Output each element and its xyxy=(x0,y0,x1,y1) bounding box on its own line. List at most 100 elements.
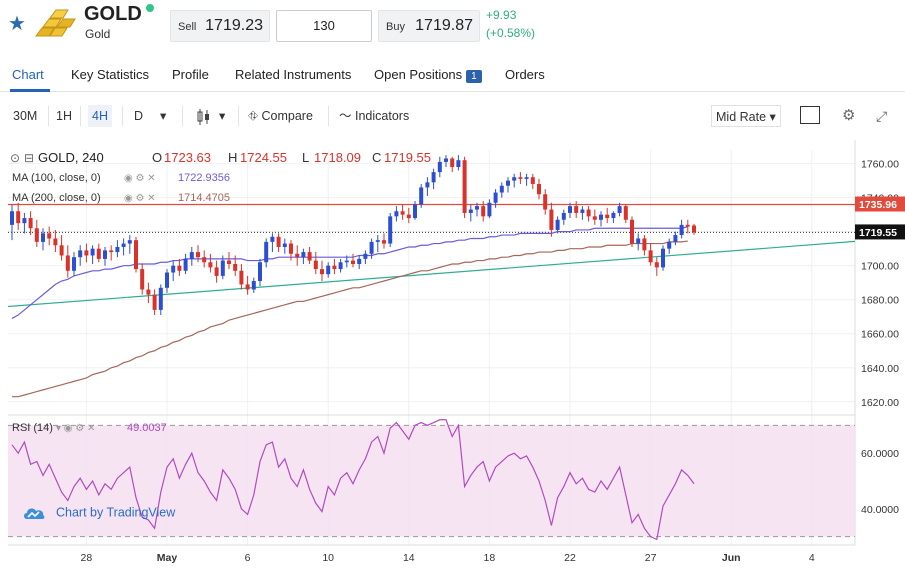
tab-related-instruments[interactable]: Related Instruments xyxy=(235,67,352,82)
instrument-tabs: Chart Key Statistics Profile Related Ins… xyxy=(0,60,905,92)
candle-body xyxy=(90,248,95,256)
candle-body xyxy=(134,240,138,270)
candle-body xyxy=(307,252,312,261)
candle-body xyxy=(338,262,343,270)
mid-rate-select[interactable]: Mid Rate ▾ xyxy=(711,105,781,127)
fullscreen-icon[interactable]: ⤢ xyxy=(876,108,888,124)
candle-body xyxy=(673,235,678,242)
compare-button[interactable]: ⛗ Compare xyxy=(244,105,317,127)
time-tick-label: 6 xyxy=(245,552,251,564)
sell-price-button[interactable]: Sell 1719.23 xyxy=(170,10,270,42)
support-trendline xyxy=(7,240,856,308)
legend-l-value: 1718.09 xyxy=(314,150,361,165)
candle-body xyxy=(245,284,250,290)
candle-body xyxy=(605,214,610,219)
interval-4h-button[interactable]: 4H xyxy=(88,105,112,127)
candle-body xyxy=(326,265,331,275)
price-marker-label: 1735.96 xyxy=(859,199,897,211)
collapse-legend-icon: ⊟ xyxy=(24,151,34,165)
candle-body xyxy=(295,253,300,258)
candle-body xyxy=(47,233,52,239)
candle-body xyxy=(493,192,498,203)
chart-canvas[interactable]: 1760.001740.001720.001700.001680.001660.… xyxy=(0,140,905,566)
candle-body xyxy=(369,241,374,254)
indicators-button[interactable]: 〜 Indicators xyxy=(335,105,413,127)
legend-l-label: L xyxy=(302,150,309,165)
chart-style-chevron-down-icon[interactable]: ▾ xyxy=(219,109,226,123)
favorite-star-icon[interactable]: ★ xyxy=(8,13,26,35)
candle-body xyxy=(115,246,120,253)
quantity-input[interactable]: 130 xyxy=(276,10,372,42)
tab-orders[interactable]: Orders xyxy=(505,67,545,82)
tradingview-branding[interactable]: Chart by TradingView xyxy=(22,505,175,525)
price-tick-label: 1680.00 xyxy=(861,295,899,307)
candle-body xyxy=(580,209,585,213)
candle-body xyxy=(140,269,145,290)
ma200-legend-value: 1714.4705 xyxy=(178,192,230,204)
candle-body xyxy=(611,212,616,219)
price-chart[interactable]: 1760.001740.001720.001700.001680.001660.… xyxy=(0,140,905,566)
legend-symbol: GOLD, 240 xyxy=(38,150,104,165)
candle-body xyxy=(65,255,70,271)
tab-open-positions[interactable]: Open Positions 1 xyxy=(374,67,482,83)
candle-body xyxy=(270,236,275,242)
candle-style-icon[interactable] xyxy=(192,105,216,127)
candle-body xyxy=(537,184,541,195)
time-tick-label: Jun xyxy=(722,552,741,564)
tab-chart[interactable]: Chart xyxy=(12,67,44,82)
time-tick-label: 14 xyxy=(403,552,415,564)
candle-body xyxy=(34,228,39,242)
time-tick-label: 10 xyxy=(322,552,334,564)
candle-body xyxy=(468,209,473,213)
candle-body xyxy=(375,240,380,242)
candle-body xyxy=(413,204,417,219)
time-tick-label: 28 xyxy=(81,552,93,564)
candle-body xyxy=(158,287,163,310)
candle-body xyxy=(431,172,436,183)
open-positions-count-badge: 1 xyxy=(466,70,482,83)
candle-body xyxy=(630,219,634,244)
candle-body xyxy=(388,216,393,244)
settings-icon[interactable]: ⚙ xyxy=(842,107,856,124)
candle-body xyxy=(109,250,114,253)
candle-body xyxy=(530,177,535,185)
candle-body xyxy=(227,260,231,264)
candle-body xyxy=(642,238,647,251)
interval-chevron-down-icon[interactable]: ▾ xyxy=(160,109,167,123)
candle-body xyxy=(220,260,225,276)
candle-body xyxy=(121,243,126,247)
candle-body xyxy=(524,177,529,179)
toolbar-divider xyxy=(182,106,183,126)
candle-body xyxy=(599,214,603,220)
candle-body xyxy=(586,209,591,217)
candle-body xyxy=(41,233,45,242)
candle-body xyxy=(251,281,256,290)
candle-body xyxy=(617,206,622,213)
candle-body xyxy=(313,260,318,270)
tab-profile[interactable]: Profile xyxy=(172,67,209,82)
snapshot-icon[interactable] xyxy=(800,106,820,124)
candle-body xyxy=(344,260,349,263)
candle-body xyxy=(320,269,324,275)
buy-price-button[interactable]: Buy 1719.87 xyxy=(378,10,480,42)
candle-body xyxy=(561,212,566,220)
candle-body xyxy=(202,257,207,263)
toolbar-divider xyxy=(48,106,49,126)
candle-body xyxy=(84,250,89,256)
candle-body xyxy=(351,260,355,264)
ma200-legend-label: MA (200, close, 0) xyxy=(12,192,101,204)
candle-body xyxy=(444,158,448,162)
candle-body xyxy=(189,252,194,259)
candle-body xyxy=(196,252,200,258)
time-tick-label: 22 xyxy=(564,552,576,564)
candle-body xyxy=(96,248,101,259)
candle-body xyxy=(394,211,399,217)
interval-1h-button[interactable]: 1H xyxy=(56,109,72,123)
price-marker-tag xyxy=(855,196,905,212)
interval-30m-button[interactable]: 30M xyxy=(13,109,38,123)
interval-d-button[interactable]: D xyxy=(134,109,144,123)
instrument-header: ★ GOLD Gold Sell 1719.23 130 Buy 1719.87… xyxy=(0,0,905,52)
tab-key-statistics[interactable]: Key Statistics xyxy=(71,67,150,82)
candle-body xyxy=(28,218,33,229)
candle-body xyxy=(264,241,269,263)
